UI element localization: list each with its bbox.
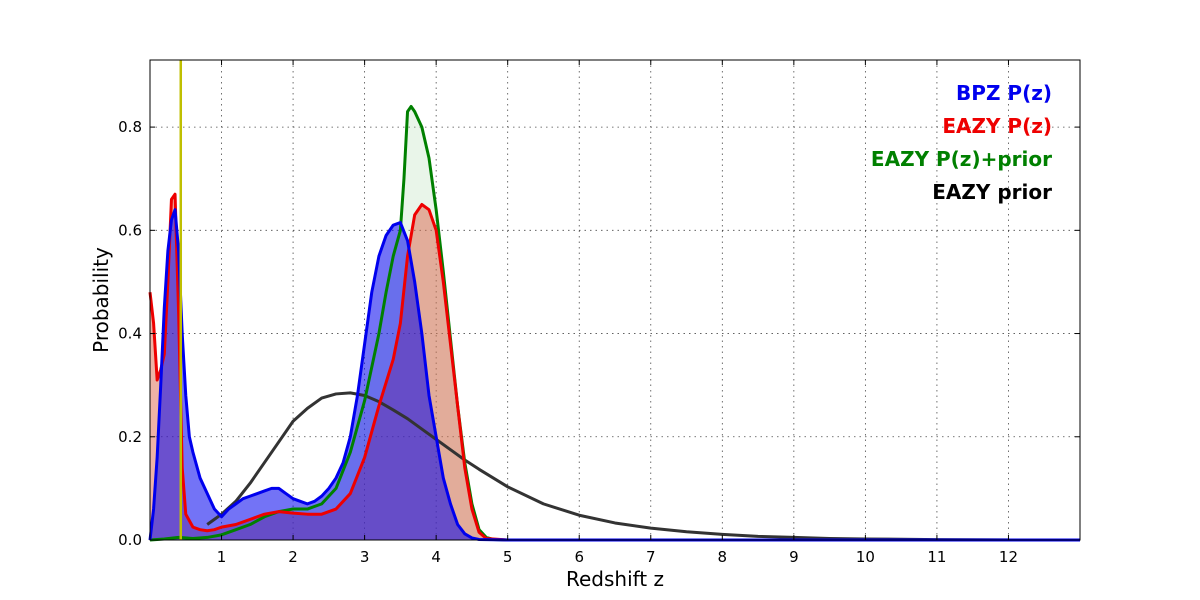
legend-entry: EAZY prior <box>932 180 1052 204</box>
x-tick-label: 1 <box>217 548 227 566</box>
y-tick-label: 0.0 <box>118 531 142 549</box>
x-tick-label: 3 <box>360 548 370 566</box>
x-tick-label: 12 <box>999 548 1018 566</box>
x-tick-label: 4 <box>431 548 441 566</box>
series-lines <box>148 104 1080 542</box>
y-axis-title: Probability <box>89 247 113 353</box>
series-fill-0 <box>150 209 1080 540</box>
series-line-2 <box>149 104 1080 542</box>
grid <box>150 60 1080 541</box>
x-tick-label: 10 <box>856 548 875 566</box>
y-tick-label: 0.6 <box>118 221 142 239</box>
x-tick-label: 5 <box>503 548 513 566</box>
series-fill-1 <box>150 194 1080 540</box>
y-tick-label: 0.4 <box>118 325 142 343</box>
y-tick-label: 0.2 <box>118 428 142 446</box>
x-tick-label: 7 <box>646 548 656 566</box>
series-fills <box>150 106 1080 540</box>
y-tick-label: 0.8 <box>118 118 142 136</box>
x-tick-label: 6 <box>574 548 584 566</box>
legend-entry: EAZY P(z) <box>942 114 1052 138</box>
series-fill-2 <box>150 106 1080 540</box>
x-tick-label: 8 <box>718 548 728 566</box>
legend-entry: BPZ P(z) <box>956 81 1052 105</box>
legend-entry: EAZY P(z)+prior <box>871 147 1052 171</box>
x-tick-label: 2 <box>288 548 298 566</box>
x-axis-title: Redshift z <box>566 567 664 591</box>
x-tick-label: 9 <box>789 548 799 566</box>
series-line-0 <box>148 208 1080 542</box>
axis-ticks: 1 2 3 4 5 6 7 8 9 10 11 120.00.20.40.60.8 <box>118 60 1080 566</box>
plot-area <box>149 59 1081 541</box>
series-line-1 <box>148 192 1080 542</box>
x-tick-label: 11 <box>927 548 946 566</box>
legend: BPZ P(z) EAZY P(z) EAZY P(z)+prior EAZY pri… <box>871 81 1052 204</box>
